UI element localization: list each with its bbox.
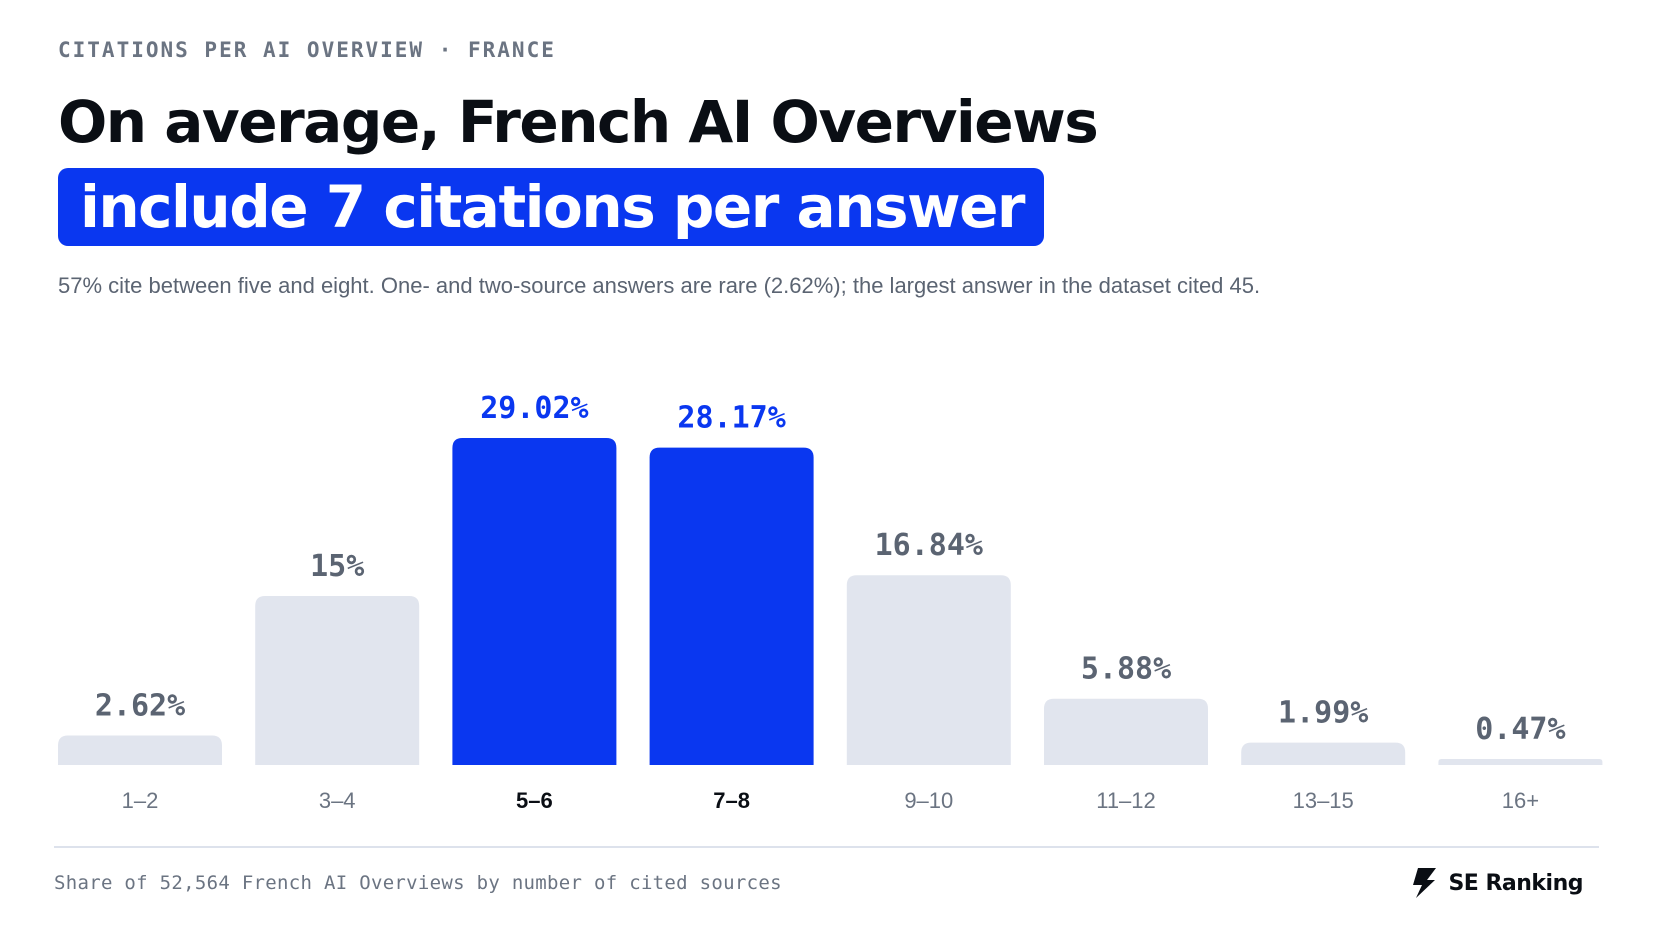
chart-footnote: Share of 52,564 French AI Overviews by n…: [54, 872, 782, 894]
value-label-16+: 0.47%: [1475, 712, 1565, 747]
bar-1–2: [58, 735, 222, 765]
chart-title-line2: include 7 citations per answer: [80, 173, 1026, 241]
bar-9–10: [846, 575, 1011, 765]
chart-kicker: CITATIONS PER AI OVERVIEW · FRANCE: [58, 38, 556, 62]
bar-11–12: [1044, 698, 1208, 765]
category-label-1–2: 1–2: [122, 788, 159, 813]
value-label-3–4: 15%: [310, 549, 364, 584]
value-label-1–2: 2.62%: [95, 688, 185, 723]
category-label-9–10: 9–10: [904, 788, 953, 813]
category-label-13–15: 13–15: [1293, 788, 1354, 813]
bar-13–15: [1241, 742, 1406, 765]
lightning-bolt-icon: [1413, 868, 1437, 898]
bar-16+: [1438, 759, 1603, 765]
bar-7–8: [649, 447, 814, 765]
title-highlight-box: include 7 citations per answer: [58, 168, 1045, 246]
brand-logo: SE Ranking: [1408, 866, 1583, 900]
value-label-7–8: 28.17%: [677, 401, 785, 436]
category-label-16+: 16+: [1502, 788, 1539, 813]
chart-title-line1: On average, French AI Overviews: [58, 88, 1099, 156]
value-label-13–15: 1.99%: [1278, 696, 1368, 731]
bar-5–6: [452, 438, 617, 765]
brand-name: SE Ranking: [1448, 870, 1583, 896]
value-label-9–10: 16.84%: [875, 528, 983, 563]
category-label-5–6: 5–6: [516, 788, 553, 813]
category-label-11–12: 11–12: [1096, 788, 1156, 813]
bar-3–4: [255, 595, 420, 765]
category-label-3–4: 3–4: [319, 788, 356, 813]
chart-subtitle: 57% cite between five and eight. One- an…: [58, 273, 1261, 298]
footer-divider: [54, 846, 1599, 848]
value-label-11–12: 5.88%: [1081, 652, 1171, 687]
value-label-5–6: 29.02%: [480, 391, 588, 426]
category-label-7–8: 7–8: [713, 788, 750, 813]
bar-chart: 2.62% 1–2 15% 3–4 29.02% 5–6 28.17% 7–8 16.84% 9–…: [58, 391, 1603, 813]
